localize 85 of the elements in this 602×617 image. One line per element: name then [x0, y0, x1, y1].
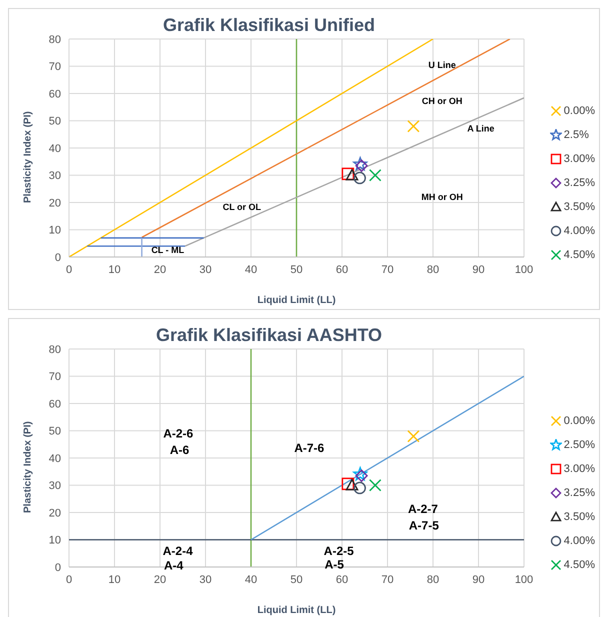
- chart-title: Grafik Klasifikasi Unified: [162, 15, 376, 35]
- y-tick-label: 70: [48, 61, 61, 74]
- legend-label: 3.00%: [564, 463, 595, 475]
- x-tick-label: 100: [514, 574, 534, 586]
- y-tick-label: 60: [48, 88, 61, 100]
- x-tick-label: 0: [66, 574, 72, 586]
- x-tick-label: 60: [336, 574, 348, 586]
- annotation: U Line: [428, 60, 456, 70]
- x-tick-label: 80: [426, 574, 440, 586]
- legend-label: 4.00%: [564, 535, 595, 547]
- legend-label: 2.50%: [564, 439, 595, 451]
- annotation: A-6: [170, 443, 190, 458]
- point: [354, 482, 366, 494]
- x-tick-label: 70: [381, 264, 394, 276]
- x-tick-label: 40: [244, 264, 258, 276]
- point: [346, 169, 358, 180]
- legend-label: 4.00%: [564, 225, 595, 237]
- y-tick-label: 0: [54, 562, 61, 574]
- x-tick-label: 70: [381, 574, 394, 586]
- x-tick-label: 100: [514, 264, 534, 276]
- point: [342, 478, 354, 490]
- y-tick-label: 80: [48, 34, 61, 46]
- x-tick-label: 10: [108, 574, 121, 586]
- x-tick-label: 60: [336, 264, 348, 276]
- y-tick-label: 30: [48, 480, 61, 492]
- y-tick-label: 10: [48, 224, 61, 237]
- y-tick-label: 40: [48, 142, 61, 155]
- point: [346, 479, 358, 490]
- x-tick-label: 80: [426, 264, 440, 276]
- y-tick-label: 50: [48, 116, 61, 128]
- x-tick-label: 90: [472, 574, 485, 586]
- annotation: A-2-5: [324, 544, 354, 558]
- y-tick-label: 20: [48, 507, 61, 520]
- y-tick-label: 50: [48, 426, 61, 438]
- y-tick-label: 30: [48, 170, 61, 182]
- annotation: A-5: [324, 558, 344, 572]
- legend-label: 4.50%: [564, 559, 595, 571]
- annotation: CL - ML: [151, 245, 185, 256]
- legend-label: 3.00%: [564, 153, 595, 165]
- legend-label: 3.25%: [564, 487, 595, 499]
- y-tick-label: 40: [48, 452, 61, 465]
- legend-label: 0.00%: [564, 105, 595, 117]
- y-axis-title: Plasticity Index (PI): [22, 421, 34, 513]
- point: [407, 430, 420, 442]
- x-tick-label: 90: [472, 264, 485, 276]
- annotation: A-2-6: [163, 426, 194, 441]
- annotation: A-2-7: [408, 502, 438, 516]
- legend-label: 2.5%: [564, 129, 589, 141]
- point: [407, 120, 420, 132]
- legend-label: 3.50%: [564, 511, 595, 523]
- point: [369, 169, 382, 182]
- chart-title: Grafik Klasifikasi AASHTO: [156, 325, 382, 345]
- x-tick-label: 50: [290, 264, 303, 276]
- x-tick-label: 10: [108, 264, 121, 276]
- annotation: A-4: [164, 558, 184, 572]
- point: [354, 172, 366, 184]
- y-tick-label: 10: [48, 534, 61, 547]
- x-tick-label: 20: [154, 574, 166, 586]
- x-axis-title: Liquid Limit (LL): [257, 295, 336, 306]
- legend-label: 3.25%: [564, 177, 595, 189]
- legend-label: 0.00%: [564, 415, 595, 427]
- annotation: MH or OH: [421, 192, 463, 202]
- annotation: A-2-4: [162, 544, 194, 558]
- point: [369, 479, 382, 492]
- x-tick-label: 30: [199, 264, 212, 276]
- x-tick-label: 20: [154, 264, 166, 276]
- annotation: CL or OL: [222, 202, 262, 212]
- annotation: A-7-5: [408, 518, 440, 533]
- annotation: A Line: [467, 123, 494, 134]
- annotation: A-7-6: [294, 440, 325, 455]
- y-tick-label: 80: [48, 344, 61, 356]
- x-axis-title: Liquid Limit (LL): [257, 605, 336, 616]
- y-axis-title: Plasticity Index (PI): [22, 111, 34, 203]
- y-tick-label: 0: [54, 252, 61, 264]
- legend-label: 3.50%: [564, 201, 595, 213]
- annotation: CH or OH: [422, 96, 462, 106]
- y-tick-label: 20: [48, 197, 61, 210]
- point: [342, 168, 354, 180]
- y-tick-label: 70: [48, 371, 61, 384]
- x-tick-label: 30: [199, 574, 212, 586]
- x-tick-label: 40: [244, 574, 258, 586]
- x-tick-label: 50: [290, 574, 303, 586]
- x-tick-label: 0: [66, 264, 72, 276]
- legend-label: 4.50%: [564, 249, 595, 261]
- y-tick-label: 60: [48, 398, 61, 410]
